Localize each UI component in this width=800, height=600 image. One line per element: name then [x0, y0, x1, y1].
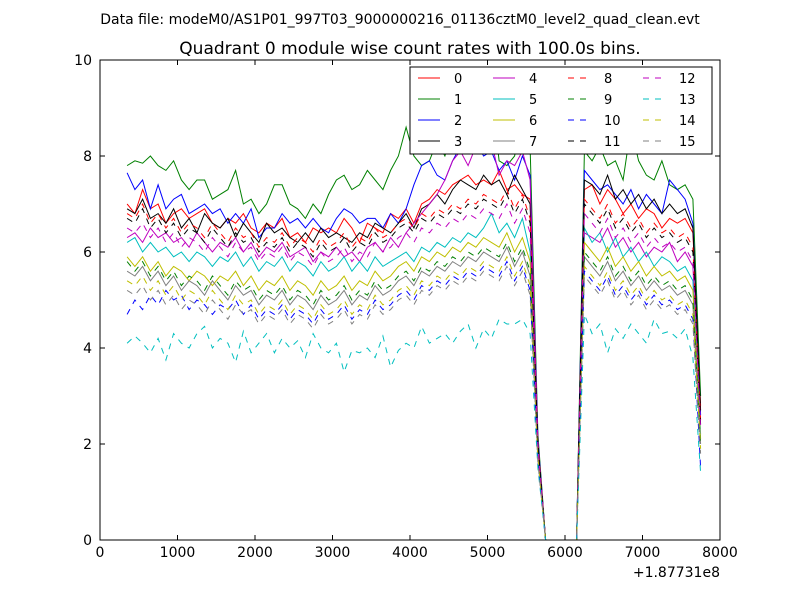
series-line-10 [126, 260, 702, 540]
y-tick-label: 6 [83, 245, 92, 261]
legend-label-15: 15 [679, 135, 696, 150]
series-line-7 [126, 246, 702, 540]
suptitle: Data file: modeM0/AS1P01_997T03_90000002… [100, 12, 700, 28]
legend-label-7: 7 [529, 135, 537, 150]
series-line-5 [126, 212, 702, 540]
series-line-1 [126, 88, 702, 540]
x-tick-label: 5000 [470, 545, 506, 561]
y-tick-label: 8 [83, 149, 92, 165]
series-line-12 [126, 202, 702, 540]
x-tick-label: 2000 [237, 545, 273, 561]
legend-label-14: 14 [679, 114, 696, 129]
series-line-6 [126, 231, 702, 540]
series-line-14 [126, 255, 702, 540]
legend-label-12: 12 [679, 72, 696, 87]
legend-label-8: 8 [604, 72, 612, 87]
y-tick-label: 4 [83, 341, 92, 357]
x-tick-label: 6000 [547, 545, 583, 561]
series-line-13 [126, 314, 702, 540]
legend-label-2: 2 [454, 114, 462, 129]
series-line-3 [126, 173, 702, 540]
series-line-8 [126, 188, 702, 540]
legend-label-1: 1 [454, 93, 462, 108]
series-line-11 [126, 193, 702, 540]
legend-label-5: 5 [529, 93, 537, 108]
legend-label-9: 9 [604, 93, 612, 108]
legend-label-3: 3 [454, 135, 462, 150]
series-line-4 [126, 136, 702, 540]
y-tick-label: 10 [74, 53, 92, 69]
series-line-2 [126, 140, 702, 540]
y-tick-label: 2 [83, 437, 92, 453]
x-tick-label: 4000 [392, 545, 428, 561]
legend-label-4: 4 [529, 72, 537, 87]
x-tick-label: 1000 [160, 545, 196, 561]
legend-label-6: 6 [529, 114, 537, 129]
series-layer [126, 88, 702, 540]
chart-title: Quadrant 0 module wise count rates with … [179, 39, 640, 59]
x-tick-label: 8000 [702, 545, 738, 561]
series-line-15 [126, 265, 702, 540]
legend-label-0: 0 [454, 72, 462, 87]
x-tick-label: 0 [96, 545, 105, 561]
x-offset-label: +1.87731e8 [633, 565, 720, 581]
legend-label-11: 11 [604, 135, 621, 150]
y-tick-label: 0 [83, 533, 92, 549]
x-tick-label: 7000 [625, 545, 661, 561]
legend-label-10: 10 [604, 114, 621, 129]
series-line-9 [126, 241, 702, 540]
axes-frame [99, 59, 721, 541]
legend-label-13: 13 [679, 93, 696, 108]
x-tick-label: 3000 [315, 545, 351, 561]
legend-box [409, 66, 713, 155]
